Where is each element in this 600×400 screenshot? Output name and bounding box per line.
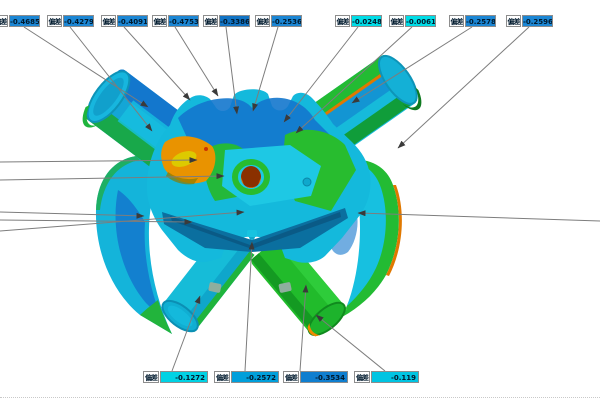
lower-left-cylinder <box>161 231 255 333</box>
deviation-annotation-title: 偏差 <box>0 15 8 27</box>
leader-line <box>299 284 309 372</box>
left-wing <box>95 154 172 334</box>
leader-line <box>0 211 145 219</box>
leader-line <box>0 157 198 164</box>
leader-line <box>351 26 473 104</box>
leader-line <box>0 173 225 181</box>
leader-line <box>283 26 359 123</box>
deviation-annotation-value: -0.2536 <box>271 15 302 27</box>
deviation-annotation-value: -0.4685 <box>9 15 40 27</box>
deviation-annotation[interactable]: 偏差 -0.2596 <box>506 15 553 27</box>
deviation-annotation-title: 偏差 <box>335 15 350 27</box>
part-3d-model[interactable] <box>76 49 429 340</box>
deviation-annotation[interactable]: 偏差 -0.0061 <box>389 15 436 27</box>
deviation-annotation-value: -0.4753 <box>168 15 199 27</box>
leader-line <box>0 209 245 232</box>
deviation-annotation-title: 偏差 <box>203 15 218 27</box>
deviation-annotation-value: -0.3534 <box>300 371 348 383</box>
deviation-annotation[interactable]: 偏差 -0.1272 <box>143 371 208 383</box>
deviation-annotation[interactable]: 偏差 -0.2572 <box>214 371 279 383</box>
leader-line <box>23 26 149 108</box>
leader-line <box>174 26 219 97</box>
deviation-annotation[interactable]: 偏差 -0.2536 <box>255 15 302 27</box>
leader-line <box>69 26 153 132</box>
deviation-annotation-title: 偏差 <box>354 371 370 383</box>
right-peg <box>278 282 292 293</box>
leader-line <box>225 26 240 115</box>
leader-line <box>315 314 386 372</box>
leader-line <box>123 26 191 101</box>
deviation-annotation[interactable]: 偏差 -0.4753 <box>152 15 199 27</box>
deviation-annotation-title: 偏差 <box>255 15 270 27</box>
leader-line <box>397 26 530 149</box>
deviation-annotation[interactable]: 偏差 -0.119 <box>354 371 419 383</box>
leader-line <box>252 26 279 112</box>
leader-line <box>171 295 201 372</box>
deviation-annotation-title: 偏差 <box>47 15 62 27</box>
deviation-annotation-title: 偏差 <box>214 371 230 383</box>
deviation-annotation[interactable]: 偏差 -0.2578 <box>449 15 496 27</box>
deviation-annotation-title: 偏差 <box>101 15 116 27</box>
leader-lines <box>0 26 600 372</box>
deviation-annotation-title: 偏差 <box>449 15 464 27</box>
deviation-annotation-value: -0.4279 <box>63 15 94 27</box>
deviation-annotation-value: -0.4091 <box>117 15 148 27</box>
deviation-annotation-value: -0.0061 <box>405 15 436 27</box>
deviation-annotation-value: -0.2596 <box>522 15 553 27</box>
central-body <box>146 89 371 263</box>
leader-line <box>244 241 255 372</box>
deviation-annotation-value: -0.3386 <box>219 15 250 27</box>
deviation-annotation-value: -0.119 <box>371 371 419 383</box>
deviation-annotation[interactable]: 偏差-0.4685 <box>0 15 40 27</box>
deviation-annotation-value: -0.2578 <box>465 15 496 27</box>
leader-line <box>295 26 413 134</box>
left-peg <box>208 282 222 293</box>
deviation-annotation[interactable]: 偏差 -0.0248 <box>335 15 382 27</box>
deviation-annotation[interactable]: 偏差 -0.3386 <box>203 15 250 27</box>
deviation-annotation-value: -0.2572 <box>231 371 279 383</box>
viewport-bottom-edge <box>0 397 600 398</box>
deviation-annotation[interactable]: 偏差 -0.3534 <box>283 371 348 383</box>
deviation-annotation-title: 偏差 <box>143 371 159 383</box>
deviation-annotation[interactable]: 偏差 -0.4279 <box>47 15 94 27</box>
deviation-annotation-value: -0.1272 <box>160 371 208 383</box>
deviation-annotation-title: 偏差 <box>506 15 521 27</box>
deviation-annotation-value: -0.0248 <box>351 15 382 27</box>
deviation-annotation[interactable]: 偏差 -0.4091 <box>101 15 148 27</box>
leader-line <box>0 218 193 225</box>
deviation-annotation-title: 偏差 <box>389 15 404 27</box>
deviation-annotation-title: 偏差 <box>152 15 167 27</box>
deviation-annotation-title: 偏差 <box>283 371 299 383</box>
leader-line <box>357 210 600 222</box>
